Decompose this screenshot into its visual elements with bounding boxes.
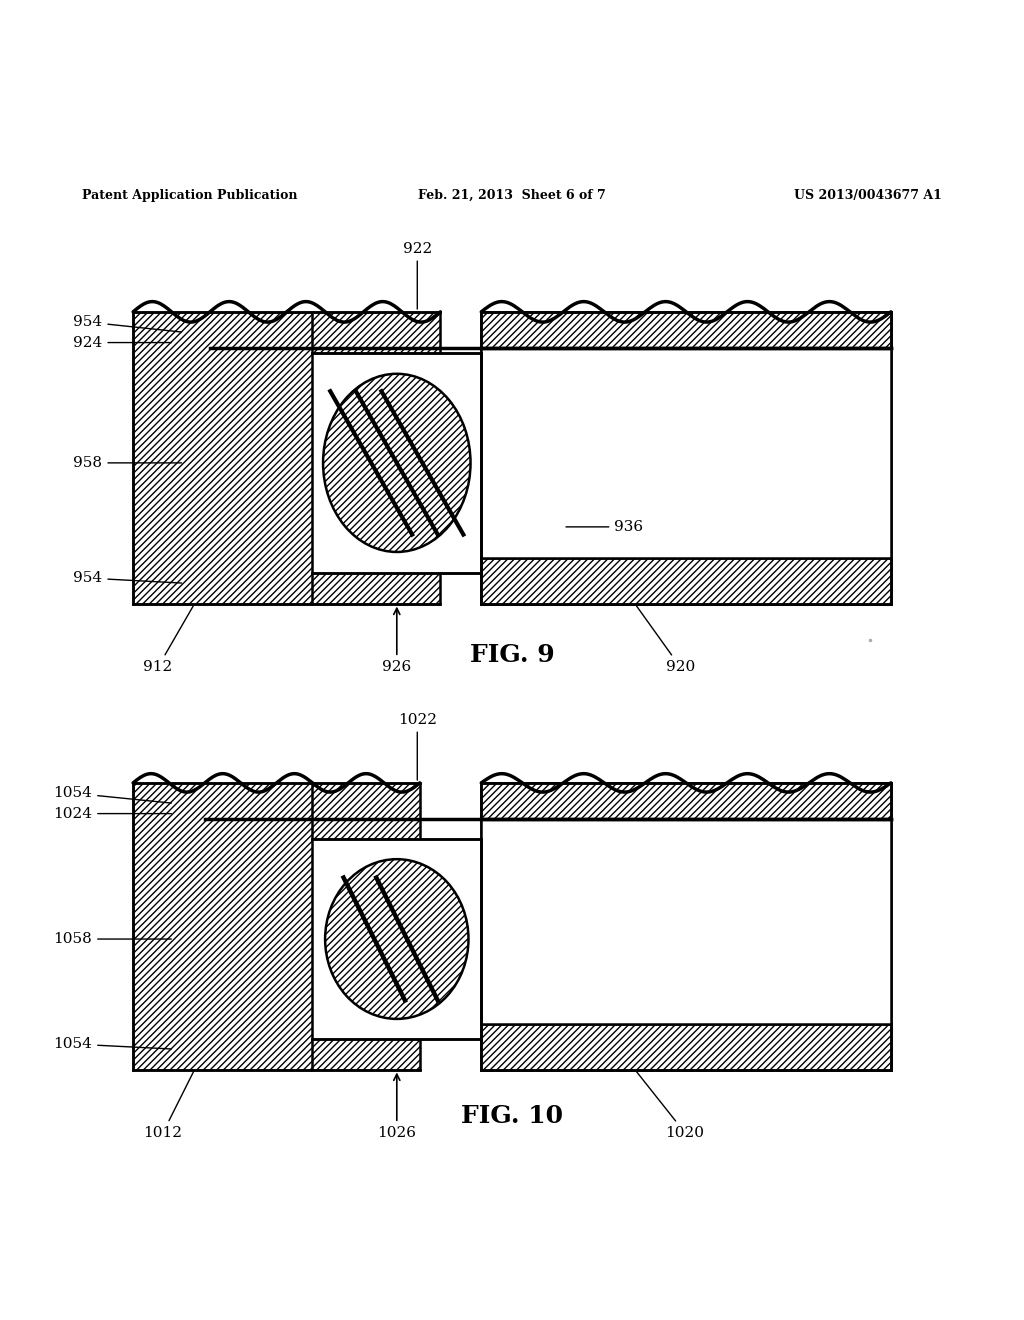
Text: 954: 954 [74, 572, 181, 585]
Bar [312, 352, 481, 573]
Text: 1054: 1054 [53, 1038, 171, 1051]
Text: 922: 922 [402, 242, 432, 309]
Bar [481, 312, 891, 347]
Text: US 2013/0043677 A1: US 2013/0043677 A1 [795, 189, 942, 202]
Bar [481, 783, 891, 1069]
Ellipse shape [326, 859, 469, 1019]
Bar [481, 818, 891, 1023]
Text: 1024: 1024 [53, 807, 171, 821]
Bar [312, 840, 481, 1039]
Text: 1026: 1026 [377, 1074, 417, 1140]
Bar [481, 347, 891, 557]
Bar [481, 783, 891, 818]
Text: 936: 936 [566, 520, 643, 533]
Bar [133, 312, 440, 603]
Text: 924: 924 [73, 335, 171, 350]
Bar [481, 557, 891, 603]
Text: Feb. 21, 2013  Sheet 6 of 7: Feb. 21, 2013 Sheet 6 of 7 [418, 189, 606, 202]
Bar [481, 1023, 891, 1069]
Text: FIG. 10: FIG. 10 [461, 1104, 563, 1127]
Text: 1058: 1058 [53, 932, 171, 946]
Text: 1012: 1012 [143, 1072, 194, 1140]
Bar [133, 783, 420, 1069]
Text: 958: 958 [74, 455, 181, 470]
Text: 926: 926 [382, 609, 412, 675]
Text: 1020: 1020 [637, 1072, 705, 1140]
Text: Patent Application Publication: Patent Application Publication [82, 189, 297, 202]
Text: 954: 954 [74, 315, 181, 333]
Ellipse shape [324, 374, 471, 552]
Text: FIG. 9: FIG. 9 [470, 643, 554, 667]
Text: 1022: 1022 [397, 713, 437, 780]
Bar [481, 312, 891, 603]
Text: 920: 920 [637, 606, 695, 675]
Text: 1054: 1054 [53, 787, 171, 803]
Text: 912: 912 [143, 606, 194, 675]
